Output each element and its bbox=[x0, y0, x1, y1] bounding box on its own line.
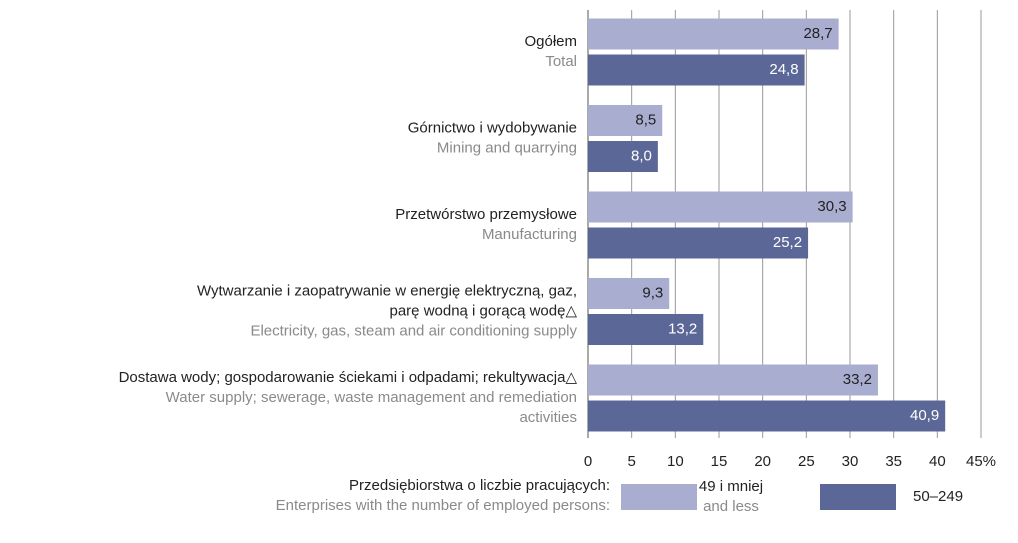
value-label: 28,7 bbox=[803, 25, 832, 42]
legend-swatch bbox=[621, 484, 697, 510]
legend-label: 49 i mniej bbox=[699, 478, 763, 495]
x-tick-label: 0 bbox=[584, 453, 592, 470]
bar bbox=[588, 191, 853, 223]
x-tick-label: 35 bbox=[885, 453, 902, 470]
value-label: 33,2 bbox=[843, 371, 872, 388]
value-label: 25,2 bbox=[773, 234, 802, 251]
x-tick-label: 25 bbox=[798, 453, 815, 470]
x-tick-label: 20 bbox=[754, 453, 771, 470]
category-label: Przetwórstwo przemysłowe bbox=[395, 206, 577, 223]
value-label: 8,0 bbox=[631, 147, 652, 164]
value-label: 24,8 bbox=[769, 61, 798, 78]
category-label-en: Mining and quarrying bbox=[437, 139, 577, 156]
bar bbox=[588, 314, 704, 345]
bar bbox=[588, 141, 658, 172]
legend-label-en: and less bbox=[703, 498, 759, 515]
category-label-en: activities bbox=[519, 409, 577, 426]
bar bbox=[588, 54, 805, 86]
x-tick-label: 5 bbox=[627, 453, 635, 470]
x-tick-label: 45% bbox=[966, 453, 996, 470]
category-label: Ogółem bbox=[524, 33, 577, 50]
category-label: Wytwarzanie i zaopatrywanie w energię el… bbox=[197, 282, 577, 299]
legend-title-en: Enterprises with the number of employed … bbox=[276, 497, 610, 514]
value-label: 40,9 bbox=[910, 407, 939, 424]
category-label: parę wodną i gorącą wodę△ bbox=[390, 302, 578, 319]
bar bbox=[588, 278, 670, 309]
legend-title: Przedsiębiorstwa o liczbie pracujących: bbox=[349, 477, 610, 494]
value-label: 9,3 bbox=[642, 284, 663, 301]
x-tick-label: 15 bbox=[711, 453, 728, 470]
bar bbox=[588, 364, 878, 396]
legend-label: 50–249 bbox=[913, 488, 963, 505]
legend-swatch bbox=[820, 484, 896, 510]
category-label-en: Electricity, gas, steam and air conditio… bbox=[250, 322, 577, 339]
value-label: 8,5 bbox=[635, 111, 656, 128]
category-label: Górnictwo i wydobywanie bbox=[408, 119, 577, 136]
bar bbox=[588, 400, 946, 432]
category-label-en: Water supply; sewerage, waste management… bbox=[166, 389, 577, 406]
category-label-en: Manufacturing bbox=[482, 226, 577, 243]
category-label-en: Total bbox=[545, 53, 577, 70]
bar bbox=[588, 227, 809, 259]
x-tick-label: 10 bbox=[667, 453, 684, 470]
x-tick-label: 30 bbox=[842, 453, 859, 470]
category-label: Dostawa wody; gospodarowanie ściekami i … bbox=[119, 369, 578, 386]
value-label: 13,2 bbox=[668, 320, 697, 337]
bar bbox=[588, 18, 839, 50]
x-tick-label: 40 bbox=[929, 453, 946, 470]
bar bbox=[588, 105, 663, 136]
value-label: 30,3 bbox=[817, 198, 846, 215]
